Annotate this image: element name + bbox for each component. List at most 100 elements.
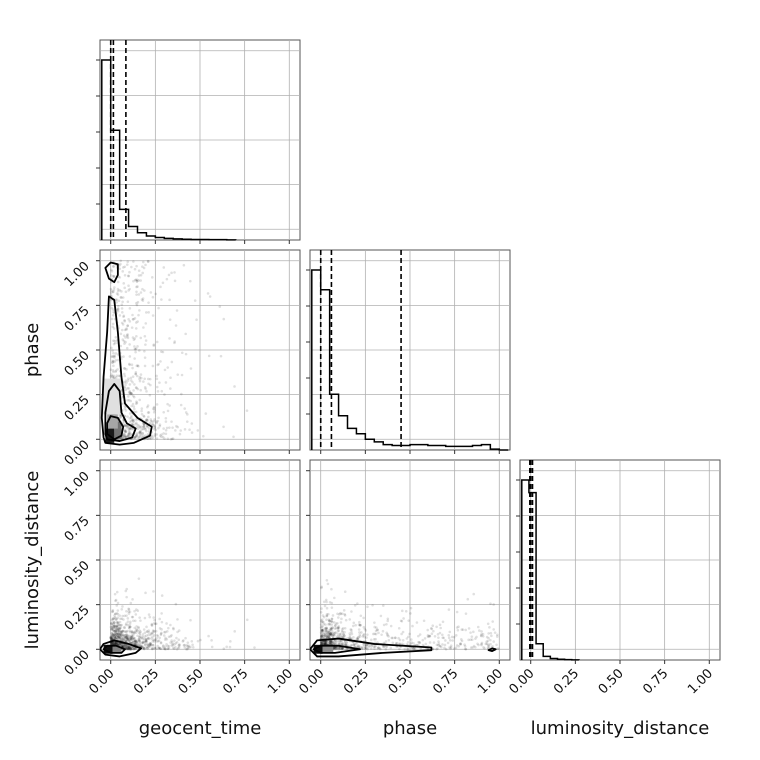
scatter-point [118,627,122,631]
scatter-point [155,637,158,640]
scatter-point [343,634,346,638]
scatter-point [137,437,140,440]
scatter-point [137,279,140,282]
scatter-point [321,628,325,631]
scatter-point [111,633,115,636]
hist-bin [173,239,182,240]
scatter-point [110,637,114,641]
scatter-point [125,609,128,613]
scatter-point [124,644,127,648]
scatter-point [491,620,495,623]
scatter-point [446,641,450,645]
scatter-point [112,374,116,378]
scatter-point [137,626,140,630]
scatter-point [123,635,127,639]
scatter-point [136,345,139,348]
scatter-point [129,638,132,642]
scatter-point [171,642,175,646]
scatter-point [364,646,368,650]
scatter-point [118,620,122,624]
scatter-point [111,609,115,612]
scatter-point [131,640,135,644]
scatter-point [333,647,337,651]
scatter-point [408,632,411,636]
scatter-point [121,644,125,647]
scatter-point [342,633,345,636]
scatter-point [487,645,491,648]
scatter-point [363,635,366,639]
scatter-point [118,642,121,646]
scatter-point [126,647,130,651]
scatter-point [142,414,145,418]
scatter-point [319,641,323,644]
scatter-point [112,275,116,278]
scatter-point [121,633,125,637]
scatter-point [122,334,126,337]
scatter-point [112,621,116,624]
scatter-point [126,335,129,338]
scatter-point [131,423,134,426]
scatter-point [493,631,497,634]
x-tick-label: 1.00 [685,666,716,697]
scatter-point [437,642,441,646]
scatter-point [441,633,444,637]
scatter-point [320,625,324,629]
scatter-point [159,647,163,651]
scatter-point [350,643,354,647]
scatter-point [474,637,477,640]
scatter-point [375,626,378,629]
contour-line [100,639,142,658]
scatter-point [149,643,153,647]
scatter-point [358,633,362,637]
scatter-point [324,642,328,645]
scatter-point [144,591,147,595]
scatter-point [123,318,126,322]
scatter-point [196,639,200,643]
scatter-point [173,340,177,343]
scatter-point [129,647,133,651]
scatter-point [121,323,125,326]
scatter-point [324,626,327,630]
scatter-point [332,646,336,650]
scatter-point [112,370,115,374]
scatter-point [148,633,152,637]
scatter-point [118,623,122,627]
scatter-point [119,637,122,641]
scatter-point [357,628,361,631]
scatter-point [320,586,323,590]
contour-line [312,644,361,654]
scatter-point [142,646,145,649]
scatter-point [155,633,159,637]
scatter-point [327,618,331,621]
scatter-point [435,643,439,647]
scatter-point [113,636,117,640]
scatter-point [151,436,155,439]
scatter-point [349,644,353,647]
scatter-point [343,614,347,617]
scatter-point [130,426,133,430]
scatter-point [123,434,126,437]
scatter-point [125,346,129,350]
scatter-point [140,298,144,301]
scatter-point [245,618,249,622]
scatter-point [136,300,140,304]
scatter-point [113,614,116,617]
scatter-point [196,429,200,432]
scatter-point [329,632,332,636]
scatter-point [128,355,132,358]
scatter-point [116,628,119,632]
scatter-point [141,425,145,429]
scatter-point [151,635,154,638]
scatter-point [128,427,131,431]
scatter-point [146,377,150,381]
scatter-point [117,630,121,634]
scatter-point [193,299,197,302]
scatter-point [110,306,114,310]
scatter-point [128,389,132,393]
scatter-point [490,634,493,638]
scatter-point [373,625,376,629]
scatter-point [162,432,165,435]
scatter-point [489,602,492,606]
scatter-point [173,271,176,274]
scatter-point [170,271,173,275]
